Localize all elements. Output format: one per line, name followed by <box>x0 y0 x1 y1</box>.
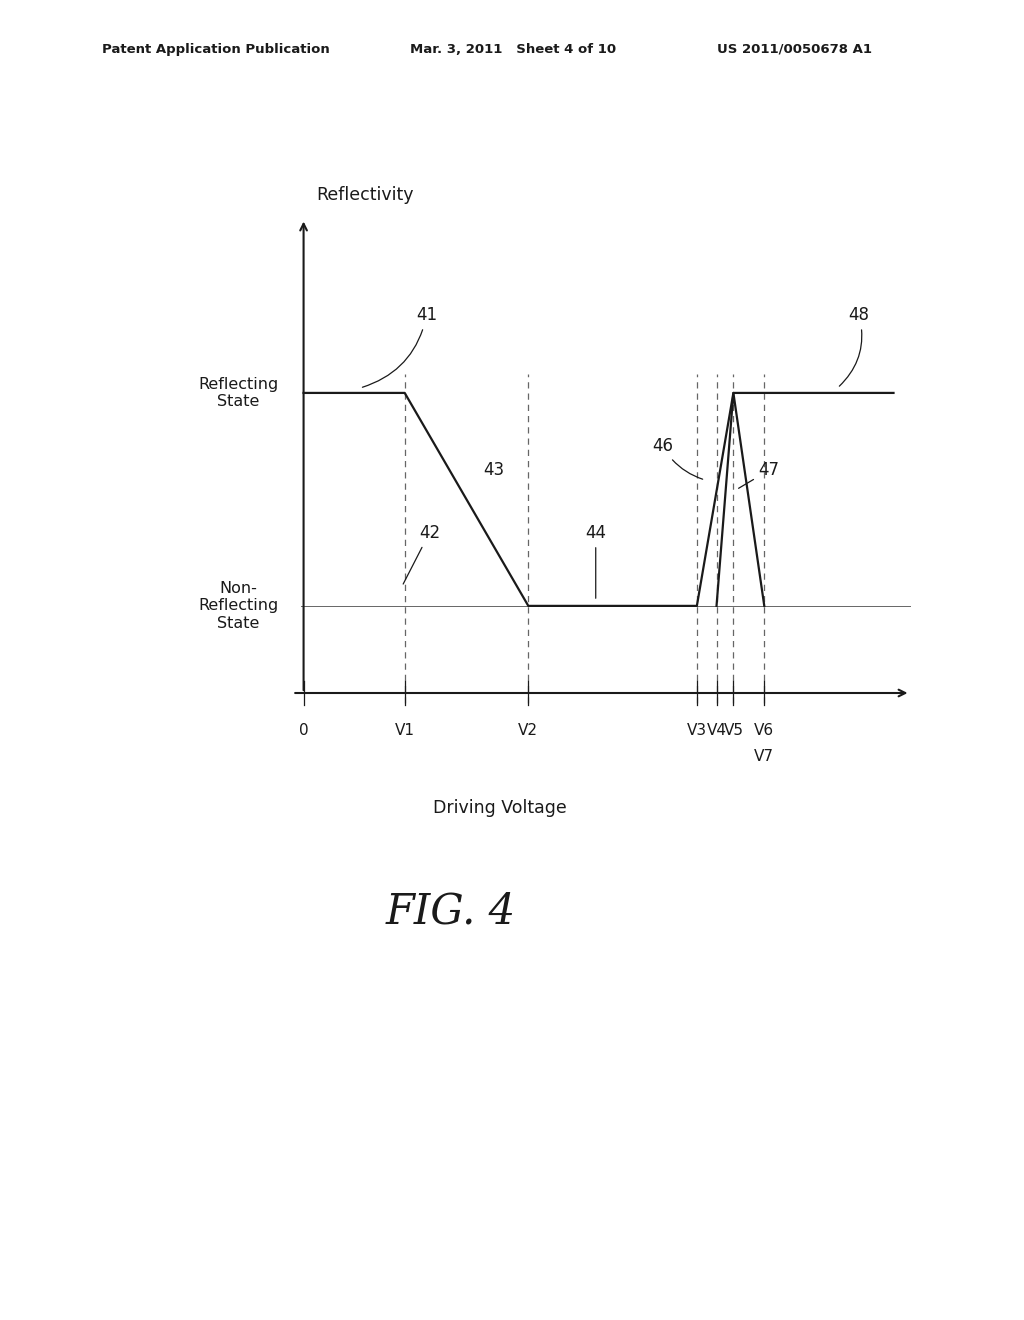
Text: V3: V3 <box>687 723 707 738</box>
Text: 46: 46 <box>652 437 702 479</box>
Text: Reflecting
State: Reflecting State <box>198 376 279 409</box>
Text: 47: 47 <box>738 461 779 488</box>
Text: US 2011/0050678 A1: US 2011/0050678 A1 <box>717 42 871 55</box>
Text: Mar. 3, 2011   Sheet 4 of 10: Mar. 3, 2011 Sheet 4 of 10 <box>410 42 615 55</box>
Text: FIG. 4: FIG. 4 <box>385 891 516 933</box>
Text: Reflectivity: Reflectivity <box>316 186 414 205</box>
Text: V6: V6 <box>755 723 774 738</box>
Text: 43: 43 <box>483 461 505 479</box>
Text: V4: V4 <box>707 723 727 738</box>
Text: V1: V1 <box>394 723 415 738</box>
Text: Non-
Reflecting
State: Non- Reflecting State <box>198 581 279 631</box>
Text: 44: 44 <box>586 524 606 598</box>
Text: 42: 42 <box>403 524 440 583</box>
Text: V7: V7 <box>755 748 774 764</box>
Text: Driving Voltage: Driving Voltage <box>433 800 567 817</box>
Text: 48: 48 <box>840 306 869 387</box>
Text: V2: V2 <box>518 723 539 738</box>
Text: 41: 41 <box>362 306 437 387</box>
Text: V5: V5 <box>723 723 743 738</box>
Text: Patent Application Publication: Patent Application Publication <box>102 42 330 55</box>
Text: 0: 0 <box>299 723 308 738</box>
